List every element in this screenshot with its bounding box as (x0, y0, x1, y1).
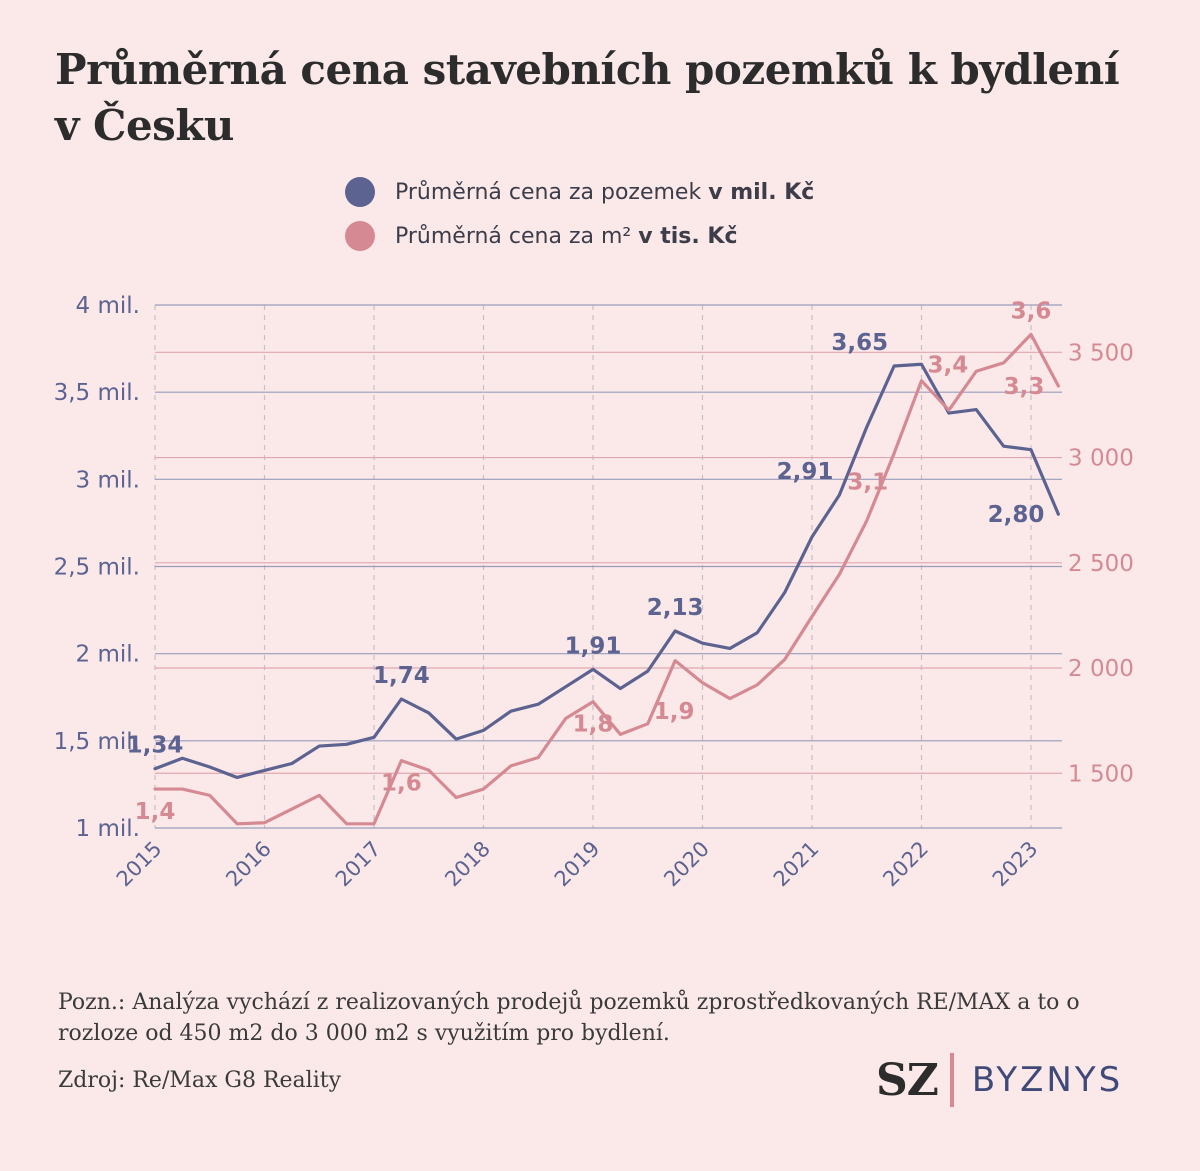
x-tick-label: 2015 (112, 837, 167, 892)
left-tick-label: 1 mil. (76, 816, 140, 842)
data-label: 2,13 (647, 595, 704, 621)
x-tick-label: 2018 (440, 837, 495, 892)
legend: Průměrná cena za pozemek v mil. Kč Průmě… (345, 170, 814, 258)
data-label: 1,8 (573, 712, 614, 738)
data-label: 1,74 (373, 663, 430, 689)
left-tick-label: 1,5 mil. (54, 729, 140, 755)
left-tick-label: 4 mil. (76, 293, 140, 319)
data-label: 3,6 (1011, 298, 1052, 324)
series-line-price-per-m2 (153, 332, 1060, 826)
data-label: 1,4 (135, 799, 176, 825)
data-label: 1,9 (654, 699, 695, 725)
logo-byznys: BYZNYS (971, 1060, 1124, 1100)
data-label: 1,6 (381, 771, 422, 797)
data-label: 1,34 (127, 733, 184, 759)
left-tick-label: 2 mil. (76, 642, 140, 668)
legend-dot-price-per-m2 (345, 221, 375, 251)
series-line-price-per-plot (153, 362, 1060, 780)
data-label: 3,1 (847, 469, 888, 495)
data-label: 3,3 (1004, 374, 1045, 400)
right-tick-label: 3 000 (1068, 446, 1134, 472)
x-tick-label: 2022 (878, 837, 933, 892)
right-tick-label: 1 500 (1068, 761, 1134, 787)
source-text: Zdroj: Re/Max G8 Reality (58, 1068, 342, 1093)
right-tick-label: 2 000 (1068, 656, 1134, 682)
data-label: 3,4 (928, 353, 969, 379)
legend-item-price-per-m2: Průměrná cena za m² v tis. Kč (345, 214, 814, 258)
legend-unit-price-per-plot: v mil. Kč (708, 179, 815, 205)
legend-dot-price-per-plot (345, 177, 375, 207)
left-tick-label: 3,5 mil. (54, 380, 140, 406)
chart-title: Průměrná cena stavebních pozemků k bydle… (55, 45, 1120, 150)
line-chart: 1 mil. 1,5 mil. 2 mil. 2,5 mil. 3 mil. 3,5 mi… (54, 293, 1134, 892)
left-tick-label: 3 mil. (76, 467, 140, 493)
legend-item-price-per-plot: Průměrná cena za pozemek v mil. Kč (345, 170, 814, 214)
left-tick-label: 2,5 mil. (54, 555, 140, 581)
right-tick-label: 3 500 (1068, 340, 1134, 366)
right-tick-label: 2 500 (1068, 551, 1134, 577)
x-tick-label: 2023 (988, 837, 1043, 892)
x-tick-label: 2019 (550, 837, 605, 892)
data-label: 2,91 (777, 459, 834, 485)
data-label: 2,80 (988, 502, 1045, 528)
data-label: 1,91 (565, 633, 622, 659)
x-tick-label: 2017 (331, 837, 386, 892)
data-label: 3,65 (831, 330, 888, 356)
x-tick-label: 2016 (221, 837, 276, 892)
footnote: Pozn.: Analýza vychází z realizovaných p… (58, 990, 1080, 1046)
logo: SZ BYZNYS (876, 1052, 1123, 1108)
x-tick-label: 2020 (659, 837, 714, 892)
legend-label-price-per-plot: Průměrná cena za pozemek (395, 179, 709, 205)
x-tick-label: 2021 (769, 837, 824, 892)
legend-label-price-per-m2: Průměrná cena za m² (395, 223, 639, 249)
legend-unit-price-per-m2: v tis. Kč (638, 223, 738, 249)
logo-sz: SZ (876, 1054, 939, 1106)
logo-divider (949, 1053, 954, 1107)
